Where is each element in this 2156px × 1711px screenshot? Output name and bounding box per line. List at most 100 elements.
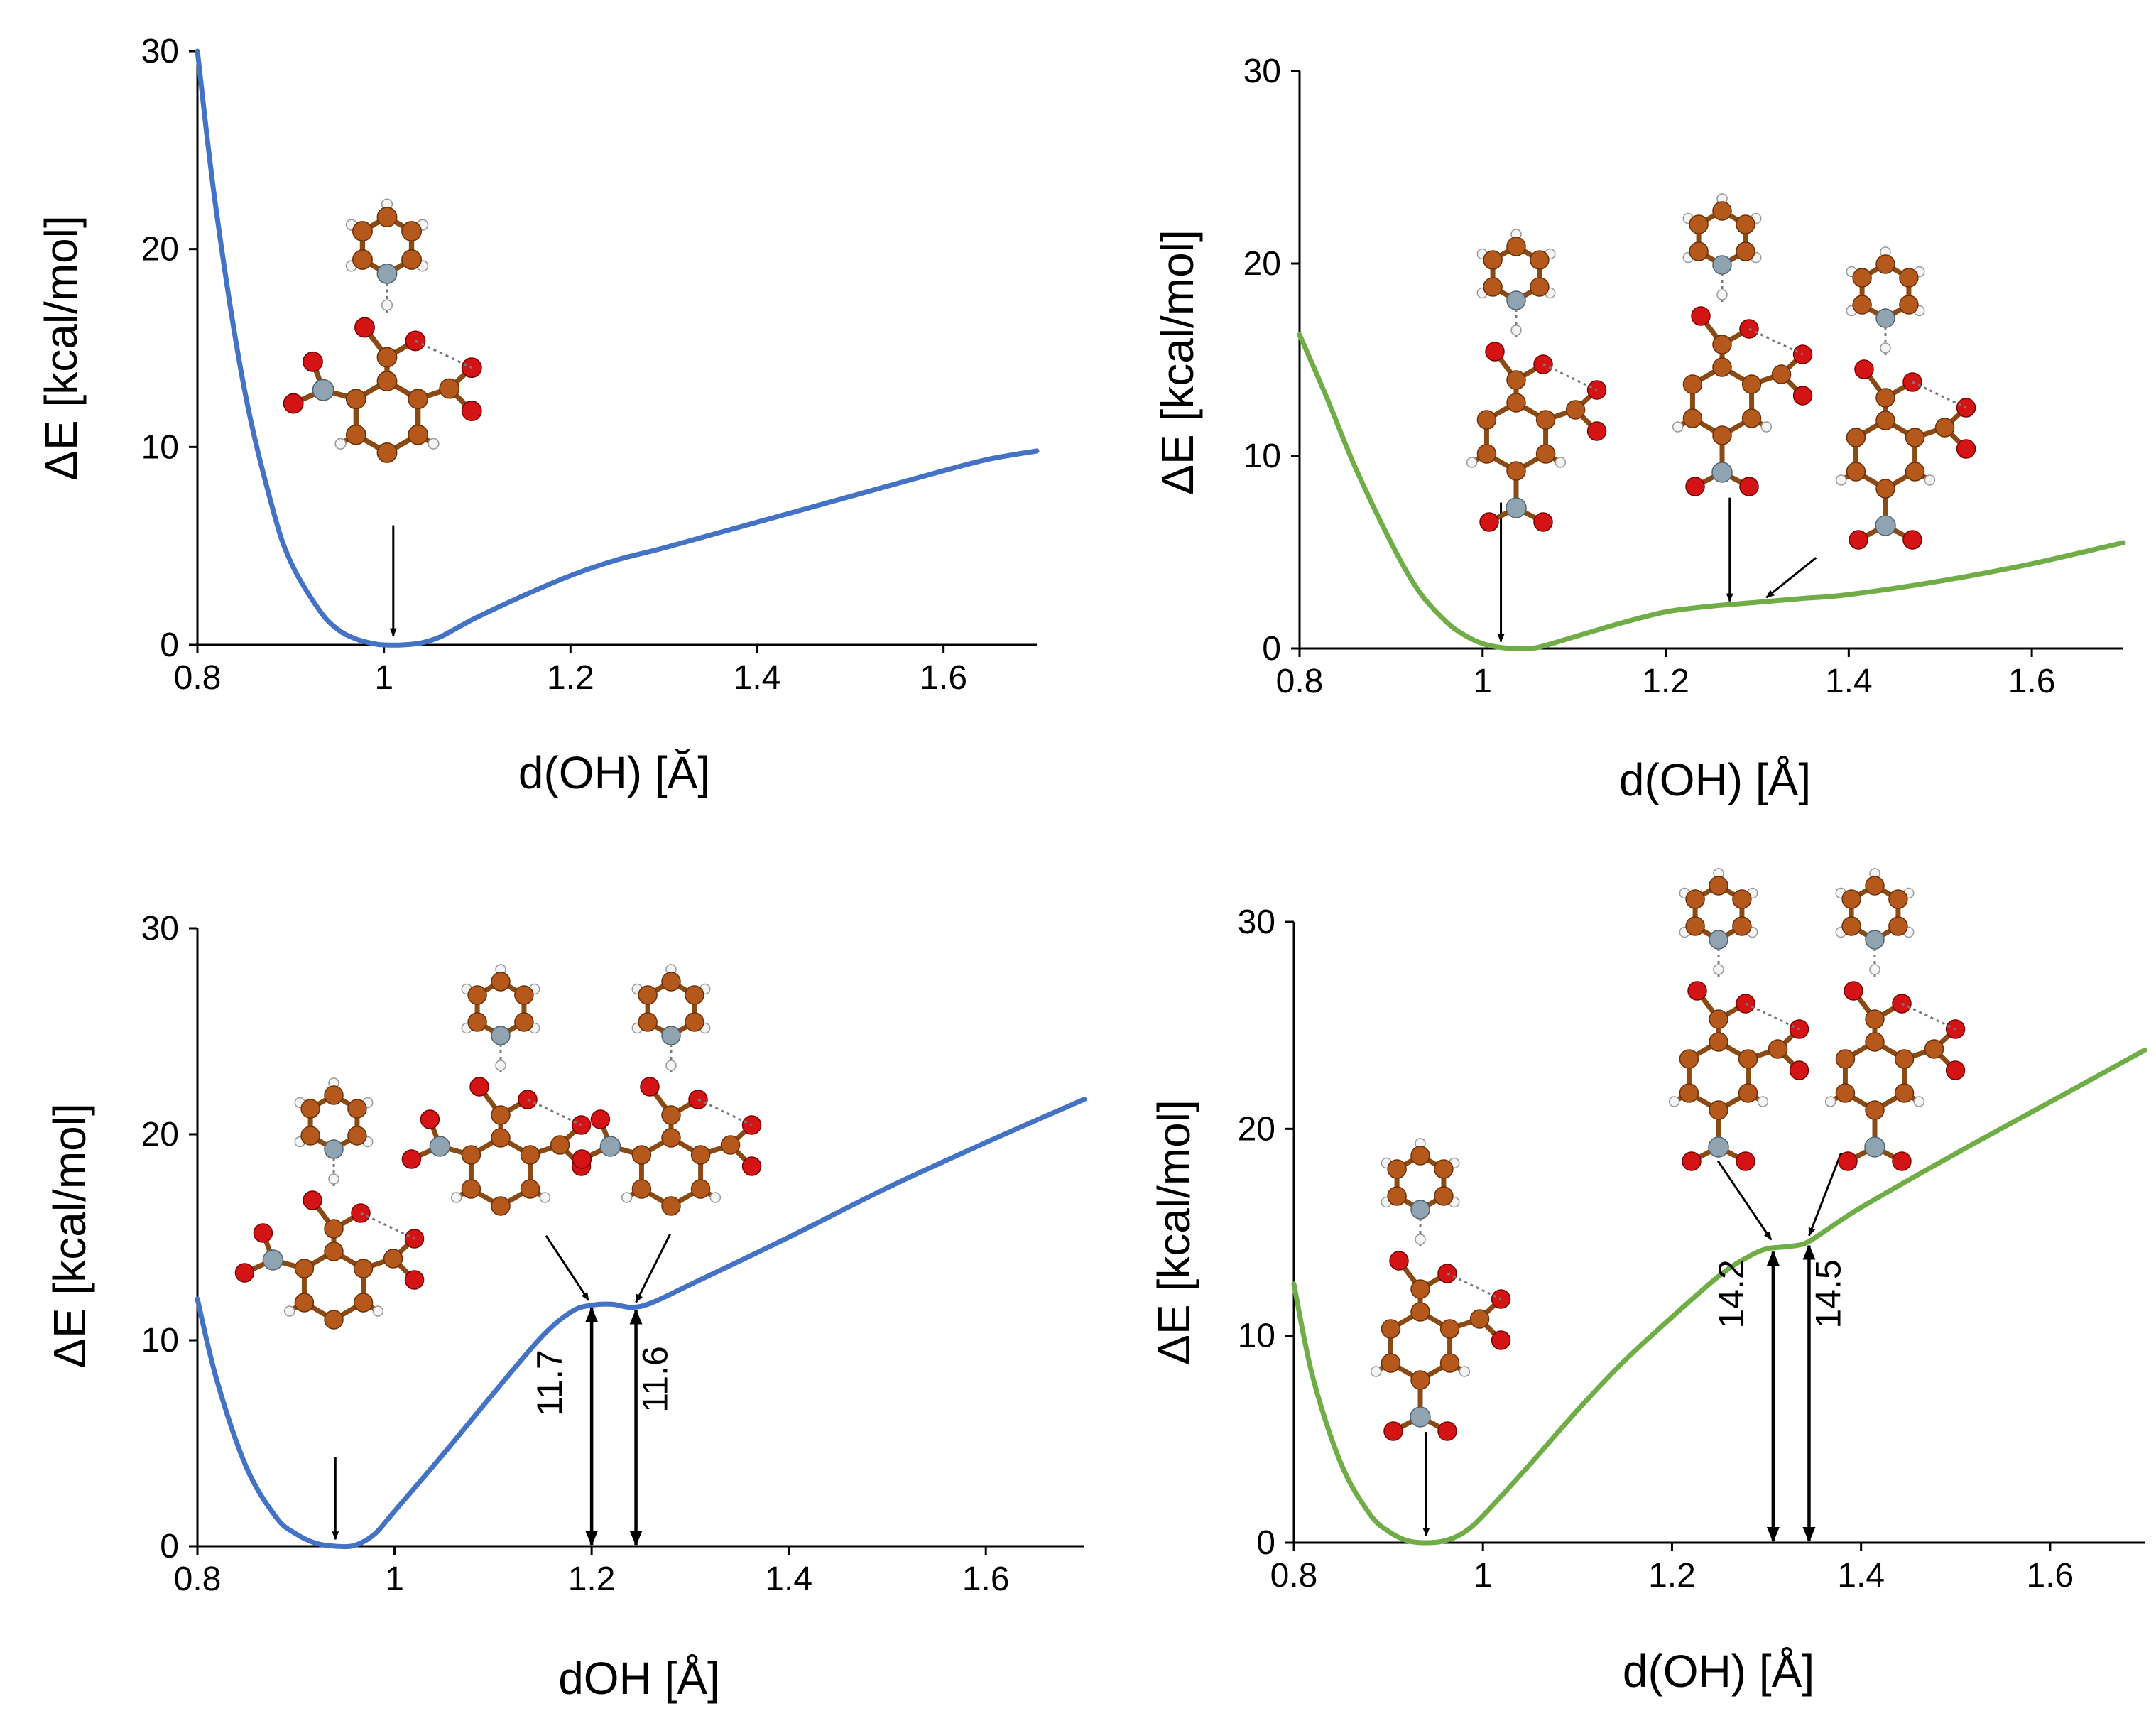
carbon-atom <box>1712 425 1732 445</box>
oxygen-atom <box>283 393 304 414</box>
carbon-atom <box>1381 1353 1401 1373</box>
x-tick-label: 1.6 <box>2027 1557 2074 1595</box>
carbon-atom <box>352 249 373 270</box>
carbon-atom <box>1410 1146 1430 1166</box>
nitrogen-atom <box>429 1136 451 1157</box>
carbon-atom <box>685 985 704 1005</box>
carbon-atom <box>1924 1039 1944 1059</box>
y-tick-label: 30 <box>141 33 179 70</box>
hydrogen-atom <box>1716 289 1728 300</box>
oxygen-atom <box>1685 477 1705 496</box>
y-axis-title: ΔE [kcal/mol] <box>1148 1099 1199 1365</box>
oxygen-atom <box>1586 421 1607 441</box>
x-tick-label: 0.8 <box>174 659 222 697</box>
x-tick-label: 1.2 <box>1648 1557 1696 1595</box>
x-tick-label: 1.2 <box>1642 663 1689 700</box>
x-tick-label: 1.2 <box>547 659 594 697</box>
carbon-atom <box>1865 1009 1885 1029</box>
hydrogen-atom <box>372 1305 384 1317</box>
oxygen-atom <box>590 1109 611 1129</box>
hydrogen-atom <box>283 1305 295 1317</box>
carbon-atom <box>345 389 366 410</box>
carbon-atom <box>1835 1083 1856 1103</box>
series-line <box>195 48 1040 648</box>
carbon-atom <box>1410 1302 1430 1322</box>
carbon-atom <box>1689 214 1709 234</box>
carbon-atom <box>1476 410 1497 430</box>
carbon-atom <box>1905 462 1925 482</box>
carbon-atom <box>1852 295 1872 315</box>
carbon-atom <box>352 221 373 241</box>
carbon-atom <box>461 1179 481 1199</box>
carbon-atom <box>690 1145 711 1165</box>
carbon-atom <box>1899 268 1919 288</box>
hydrogen-atom <box>621 1192 633 1203</box>
hydrogen-atom <box>1880 342 1891 354</box>
carbon-atom <box>376 442 398 463</box>
oxygen-atom <box>1792 344 1813 364</box>
hydrogen-atom <box>1415 1234 1426 1245</box>
oxygen-atom <box>1383 1421 1403 1441</box>
carbon-atom <box>1709 1100 1728 1120</box>
hydrogen-atom <box>1510 325 1522 336</box>
x-tick-label: 0.8 <box>174 1560 222 1598</box>
chart-panel-bottom-right: 0.8 1 1.2 1.4 1.6 0 10 20 30 d(OH) [Å] ΔE [kcal/mo… <box>1148 903 2147 1697</box>
oxygen-atom <box>253 1223 273 1243</box>
oxygen-atom <box>303 1190 322 1210</box>
nitrogen-atom <box>491 1026 511 1045</box>
hydrogen-atom <box>1757 1096 1769 1107</box>
nitrogen-atom <box>1506 497 1527 518</box>
x-tick-label: 1.4 <box>1825 663 1873 700</box>
nitrogen-atom <box>661 1026 681 1045</box>
carbon-atom <box>491 1105 511 1125</box>
y-tick-label: 10 <box>141 1322 179 1359</box>
chart-panel-top-left: 0.8 1 1.2 1.4 1.6 0 10 20 30 d(OH) [Ă] ΔE [kcal/mo… <box>36 33 1040 798</box>
oxygen-atom <box>303 351 323 372</box>
molecule-structure-image <box>1824 868 1966 1171</box>
oxygen-atom <box>1956 398 1976 418</box>
carbon-atom <box>661 972 681 992</box>
oxygen-atom <box>1849 530 1868 550</box>
series-line <box>195 1097 1087 1550</box>
hydrogen-atom <box>1459 1366 1471 1377</box>
y-tick-label: 20 <box>1238 1110 1275 1148</box>
carbon-atom <box>1506 370 1526 390</box>
y-tick-label: 10 <box>1243 438 1281 475</box>
carbon-atom <box>376 371 398 392</box>
carbon-atom <box>491 972 511 992</box>
carbon-atom <box>1387 1186 1407 1206</box>
carbon-atom <box>1894 1083 1915 1103</box>
oxygen-atom <box>354 317 375 338</box>
carbon-atom <box>1709 1032 1728 1052</box>
carbon-atom <box>661 1196 681 1216</box>
carbon-atom <box>1865 1032 1885 1052</box>
y-tick-label: 10 <box>141 428 179 466</box>
oxygen-atom <box>1691 306 1711 326</box>
x-tick-label: 1.6 <box>920 659 967 697</box>
carbon-atom <box>491 1196 511 1216</box>
carbon-atom <box>1439 1353 1460 1373</box>
carbon-atom <box>467 1012 487 1032</box>
oxygen-atom <box>1844 981 1863 1001</box>
oxygen-atom <box>1945 1019 1966 1039</box>
carbon-atom <box>1875 388 1895 408</box>
oxygen-atom <box>234 1263 255 1283</box>
carbon-atom <box>1469 1309 1490 1329</box>
nitrogen-atom <box>1875 308 1895 328</box>
carbon-atom <box>1865 1100 1885 1120</box>
carbon-atom <box>1888 916 1908 936</box>
oxygen-atom <box>1739 477 1759 496</box>
carbon-atom <box>467 985 487 1005</box>
carbon-atom <box>347 1099 367 1119</box>
oxygen-atom <box>1892 1151 1912 1171</box>
hydrogen-atom <box>1835 474 1847 486</box>
oxygen-atom <box>1854 359 1874 379</box>
x-tick-label: 1.4 <box>1837 1557 1885 1595</box>
y-tick-label: 20 <box>141 1116 179 1153</box>
oxygen-atom <box>461 357 482 379</box>
carbon-atom <box>347 1126 367 1146</box>
oxygen-atom <box>1682 1151 1702 1171</box>
hydrogen-atom <box>1370 1366 1382 1377</box>
oxygen-atom <box>461 401 482 422</box>
molecule-structure-image <box>1835 246 1976 550</box>
